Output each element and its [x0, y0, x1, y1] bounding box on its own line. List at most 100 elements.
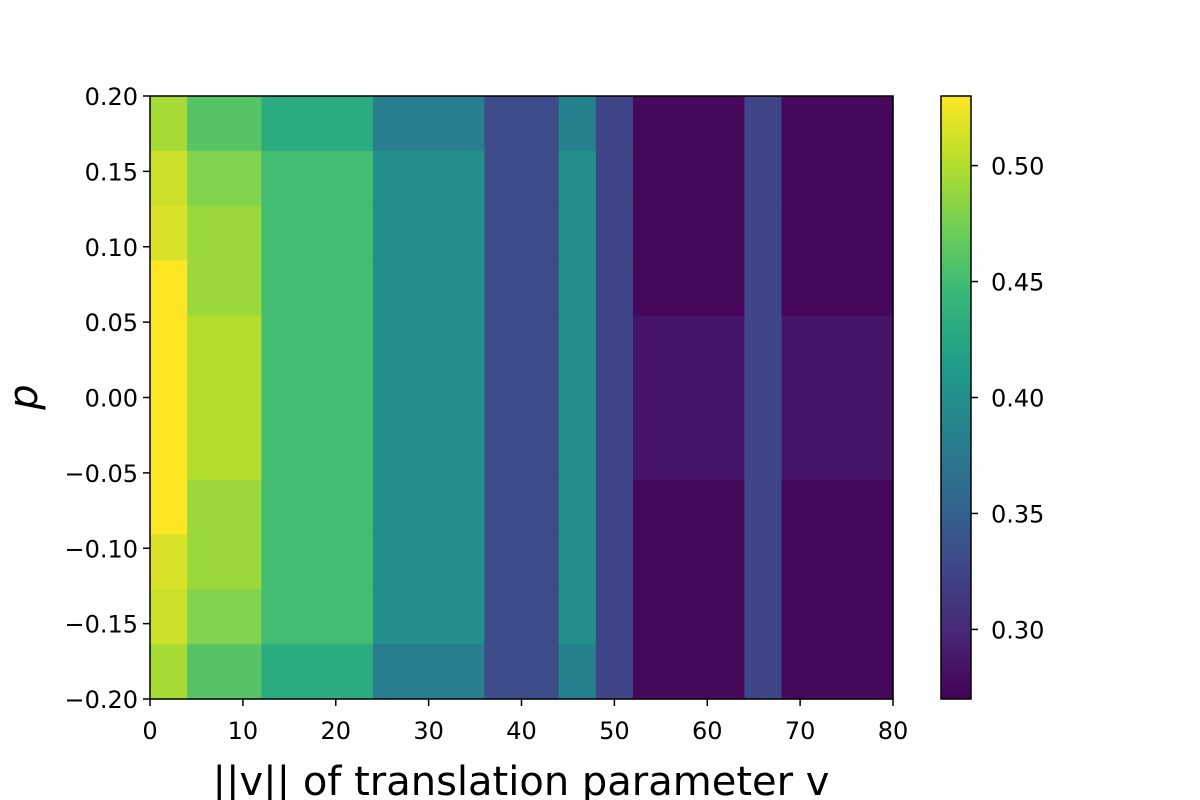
- heatmap-cell: [744, 644, 783, 700]
- heatmap-cell: [558, 260, 597, 316]
- heatmap-cell: [632, 96, 745, 152]
- heatmap-cell: [187, 589, 263, 645]
- heatmap-cell: [632, 644, 745, 700]
- colorbar-ticks: 0.30 0.35 0.40 0.45 0.50: [971, 153, 1044, 644]
- heatmap-cell: [187, 534, 263, 591]
- heatmap-cell: [484, 315, 560, 481]
- heatmap-cell: [484, 644, 560, 700]
- heatmap-cell: [187, 150, 263, 207]
- heatmap-cell: [261, 150, 374, 207]
- heatmap-cell: [150, 96, 188, 152]
- heatmap-cell: [744, 96, 783, 152]
- heatmap-cell: [595, 644, 634, 700]
- heatmap-cell: [261, 479, 374, 536]
- heatmap-cell: [744, 260, 783, 316]
- heatmap-cell: [150, 150, 188, 207]
- heatmap-cell: [595, 589, 634, 645]
- colorbar: [940, 95, 972, 700]
- heatmap-cell: [187, 205, 263, 262]
- heatmap-cell: [261, 96, 374, 152]
- heatmap-cell: [744, 589, 783, 645]
- heatmap-cell: [781, 644, 894, 700]
- heatmap-cell: [150, 479, 188, 536]
- heatmap-cell: [187, 479, 263, 536]
- colorbar-tick-label: 0.50: [991, 153, 1044, 181]
- heatmap-cell: [372, 315, 485, 481]
- heatmap-cell: [150, 589, 188, 645]
- y-tick-label: 0.10: [85, 234, 138, 262]
- heatmap-cell: [595, 479, 634, 536]
- heatmap-cell: [781, 205, 894, 262]
- heatmap-cell: [150, 644, 188, 700]
- x-tick-label: 50: [599, 717, 630, 745]
- heatmap-cell: [595, 150, 634, 207]
- y-tick-label: 0.05: [85, 309, 138, 337]
- heatmap-cell: [372, 150, 485, 207]
- heatmap-cell: [595, 315, 634, 481]
- colorbar-tick-label: 0.40: [991, 385, 1044, 413]
- y-tick-label: −0.15: [64, 611, 138, 639]
- y-tick-label: 0.15: [85, 158, 138, 186]
- heatmap-cell: [558, 315, 597, 481]
- heatmap-cell: [781, 96, 894, 152]
- heatmap-cell: [595, 205, 634, 262]
- heatmap-cell: [484, 534, 560, 591]
- x-axis-ticks: 0 10 20 30 40 50 60 70 80: [142, 699, 908, 745]
- heatmap-cell: [187, 96, 263, 152]
- heatmap-cell: [372, 534, 485, 591]
- heatmap-cell: [632, 479, 745, 536]
- heatmap-cell: [632, 315, 745, 481]
- heatmap-cell: [261, 315, 374, 481]
- heatmap-cell: [781, 479, 894, 536]
- y-tick-label: 0.20: [85, 83, 138, 111]
- heatmap-cell: [187, 315, 263, 481]
- heatmap-cell: [781, 150, 894, 207]
- heatmap-cell: [558, 150, 597, 207]
- heatmap-cell: [261, 644, 374, 700]
- heatmap-cell: [595, 96, 634, 152]
- heatmap-cell: [744, 150, 783, 207]
- heatmap-cell: [484, 479, 560, 536]
- heatmap-cell: [187, 644, 263, 700]
- heatmap-cell: [744, 479, 783, 536]
- heatmap-cell: [150, 315, 188, 481]
- heatmap-cell: [632, 534, 745, 591]
- x-tick-label: 60: [692, 717, 723, 745]
- colorbar-tick-label: 0.35: [991, 500, 1044, 528]
- heatmap-cell: [558, 644, 597, 700]
- heatmap-cell: [632, 589, 745, 645]
- heatmap-cell: [372, 479, 485, 536]
- heatmap-cell: [632, 150, 745, 207]
- y-tick-label: −0.20: [64, 686, 138, 714]
- heatmap-cell: [372, 260, 485, 316]
- x-tick-label: 10: [228, 717, 259, 745]
- heatmap-cell: [372, 589, 485, 645]
- heatmap-cell: [261, 534, 374, 591]
- heatmap-cell: [558, 589, 597, 645]
- heatmap-cell: [484, 150, 560, 207]
- heatmap-cell: [558, 205, 597, 262]
- x-tick-label: 0: [142, 717, 157, 745]
- heatmap-cell: [484, 205, 560, 262]
- x-tick-label: 70: [785, 717, 816, 745]
- heatmap-cell: [372, 96, 485, 152]
- heatmap-cell: [595, 534, 634, 591]
- heatmap-cells: [150, 96, 894, 700]
- heatmap-cell: [558, 534, 597, 591]
- y-tick-label: 0.00: [85, 385, 138, 413]
- heatmap-cell: [781, 260, 894, 316]
- heatmap-cell: [781, 589, 894, 645]
- y-axis-label: p: [1, 384, 47, 410]
- heatmap-cell: [744, 205, 783, 262]
- x-axis-label: ||v|| of translation parameter v: [213, 759, 830, 800]
- heatmap-cell: [261, 205, 374, 262]
- heatmap-cell: [150, 260, 188, 316]
- heatmap-cell: [484, 260, 560, 316]
- x-tick-label: 30: [413, 717, 444, 745]
- heatmap-cell: [150, 534, 188, 591]
- heatmap-cell: [187, 260, 263, 316]
- heatmap-cell: [781, 315, 894, 481]
- x-tick-label: 20: [320, 717, 351, 745]
- colorbar-tick-label: 0.30: [991, 616, 1044, 644]
